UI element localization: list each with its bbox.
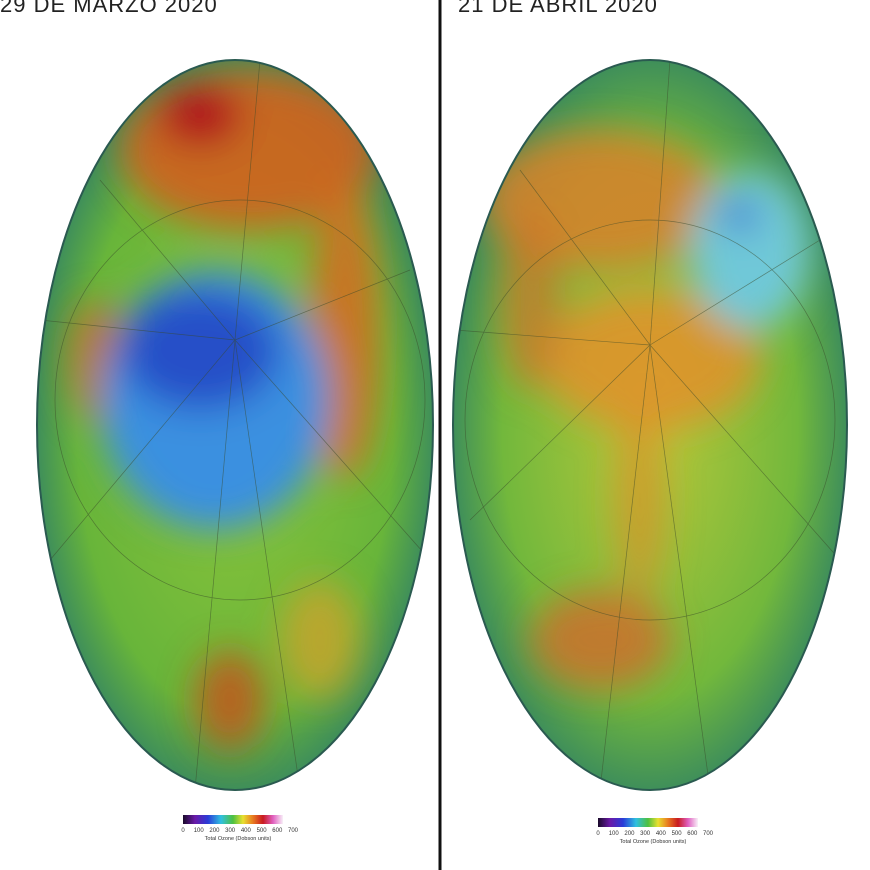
colorbar-label: Total Ozone (Dobson units) xyxy=(620,839,687,845)
colorbar-tick-label: 500 xyxy=(257,828,268,834)
colorbar-tick-label: 200 xyxy=(624,831,635,837)
colorbar xyxy=(598,818,698,827)
colorbar-label: Total Ozone (Dobson units) xyxy=(205,836,272,842)
colorbar-tick-label: 400 xyxy=(241,828,252,834)
colorbar-tick-label: 300 xyxy=(640,831,651,837)
colorbar-tick-label: 0 xyxy=(181,828,185,834)
colorbar-tick-label: 400 xyxy=(656,831,667,837)
globe-outline xyxy=(452,59,848,791)
panel-title: 21 DE ABRIL 2020 xyxy=(458,0,658,17)
colorbar-tick-label: 600 xyxy=(687,831,698,837)
colorbar-tick-label: 200 xyxy=(209,828,220,834)
colorbar-tick-label: 300 xyxy=(225,828,236,834)
ozone-map-march xyxy=(37,60,433,790)
panel-title: 29 DE MARZO 2020 xyxy=(0,0,218,17)
globe-outline xyxy=(36,59,434,791)
colorbar-tick-label: 0 xyxy=(596,831,600,837)
colorbar-tick-label: 700 xyxy=(703,831,714,837)
colorbar-tick-label: 100 xyxy=(609,831,620,837)
colorbar-tick-label: 100 xyxy=(194,828,205,834)
colorbar-tick-label: 500 xyxy=(672,831,683,837)
colorbar xyxy=(183,815,283,824)
colorbar-tick-label: 700 xyxy=(288,828,299,834)
ozone-map-april xyxy=(453,60,847,790)
colorbar-tick-label: 600 xyxy=(272,828,283,834)
